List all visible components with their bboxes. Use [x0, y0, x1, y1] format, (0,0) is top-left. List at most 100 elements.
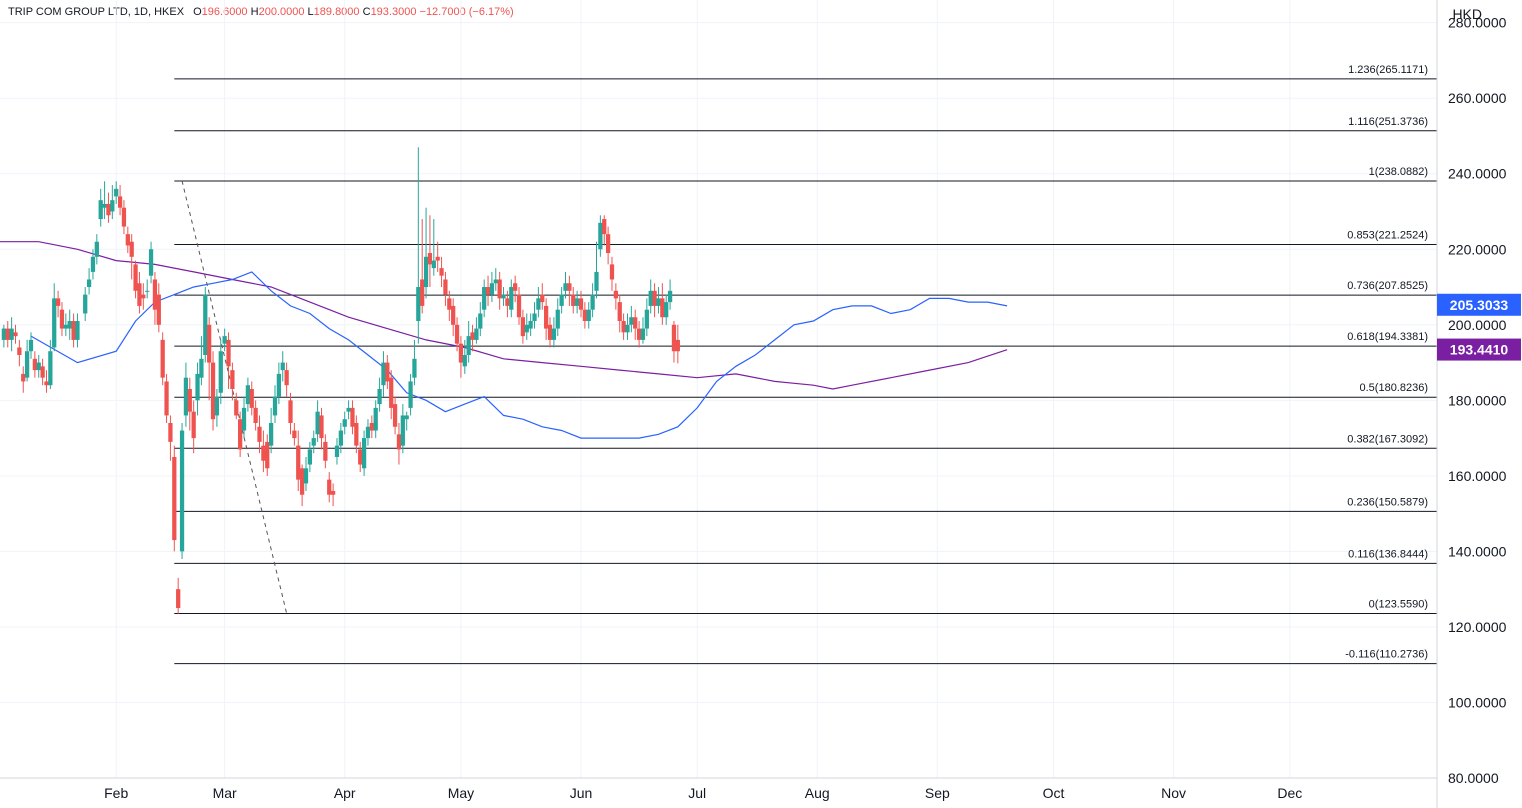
candle-body [187, 389, 192, 412]
fib-level-label: 0.736(207.8525) [1347, 280, 1428, 292]
candle [176, 577, 181, 614]
fib-level-label: 0(123.5590) [1369, 598, 1428, 610]
candle [501, 287, 506, 306]
candle-body [86, 279, 92, 288]
candle [59, 302, 65, 337]
candle [319, 407, 324, 450]
candle [404, 411, 409, 431]
candle [563, 271, 568, 299]
candle-body [509, 287, 514, 310]
candle-body [617, 302, 622, 322]
price-tick-label: 280.0000 [1448, 15, 1507, 31]
candle-body [218, 351, 223, 393]
candle [516, 287, 522, 325]
candle-body [640, 328, 646, 340]
candle-body [555, 309, 560, 329]
candle [361, 430, 367, 476]
candle-body [396, 434, 402, 450]
candle [532, 302, 537, 329]
candle [551, 317, 557, 348]
candle-body [365, 426, 371, 439]
candle-body [478, 313, 483, 329]
candle-body [435, 256, 440, 261]
candle [625, 313, 630, 340]
candle [636, 321, 642, 348]
price-label-box [1437, 338, 1521, 361]
candle [458, 336, 464, 378]
candle-body [342, 419, 347, 427]
candle [234, 392, 239, 420]
candle-body [323, 441, 328, 461]
candle-body [311, 438, 316, 446]
candle [179, 422, 185, 559]
candle-body [439, 268, 444, 276]
candle-body [497, 279, 502, 299]
candle-body [179, 430, 185, 552]
candle-body [210, 362, 216, 420]
candle [257, 415, 262, 454]
candle-body [191, 411, 196, 439]
candle-body [203, 294, 208, 356]
fib-level-label: -0.116(110.2736) [1345, 649, 1428, 661]
candle-body [125, 234, 130, 246]
candle [44, 370, 49, 393]
candle-body [528, 321, 533, 329]
month-tick-label: Jul [688, 785, 706, 801]
candle-body [307, 449, 312, 465]
candle-body [423, 256, 429, 288]
candle [667, 279, 673, 310]
candle-body [443, 279, 448, 295]
candle-body [392, 404, 398, 427]
candle-body [110, 200, 115, 212]
candle-body [636, 328, 642, 340]
candle [210, 351, 216, 431]
candle [617, 294, 622, 333]
candle [102, 181, 107, 220]
candle-body [466, 336, 471, 356]
price-tick-label: 140.0000 [1448, 543, 1507, 559]
candle [644, 298, 649, 337]
candle [238, 411, 243, 457]
candle [67, 309, 72, 340]
candle [586, 302, 591, 329]
candle-body [117, 196, 123, 208]
candle-body [462, 355, 467, 367]
fib-level-label: 0.116(136.8444) [1348, 548, 1428, 560]
candle-body [536, 298, 541, 310]
month-tick-label: Mar [213, 785, 237, 801]
candle [323, 434, 328, 469]
price-label-text: 205.3033 [1450, 297, 1509, 313]
candle-body [24, 351, 30, 378]
candle [218, 339, 223, 405]
candle-body [230, 370, 235, 389]
candle-body [377, 389, 382, 405]
price-tick-label: 220.0000 [1448, 241, 1507, 257]
candle [598, 215, 603, 257]
candle-body [327, 479, 332, 495]
candle [17, 339, 22, 367]
candle [520, 309, 526, 344]
low-label: L [307, 6, 314, 18]
ma-long [0, 241, 1008, 390]
candle-body [63, 324, 68, 329]
month-tick-label: Nov [1161, 785, 1186, 801]
month-tick-label: Apr [334, 785, 356, 801]
candle [559, 287, 564, 314]
candle [435, 241, 440, 272]
candle [524, 313, 529, 340]
price-tick-label: 260.0000 [1448, 90, 1507, 106]
candle-body [195, 373, 200, 401]
high-value: 200.0000 [258, 6, 305, 18]
candle [98, 188, 103, 227]
candle [408, 373, 413, 416]
candle-body [524, 324, 529, 333]
ma-long-line [0, 241, 1008, 390]
candle-body [172, 456, 177, 541]
candle-body [458, 343, 464, 363]
candle-body [13, 332, 18, 337]
candle [540, 283, 545, 310]
candle [648, 279, 653, 314]
candle-body [249, 389, 254, 408]
